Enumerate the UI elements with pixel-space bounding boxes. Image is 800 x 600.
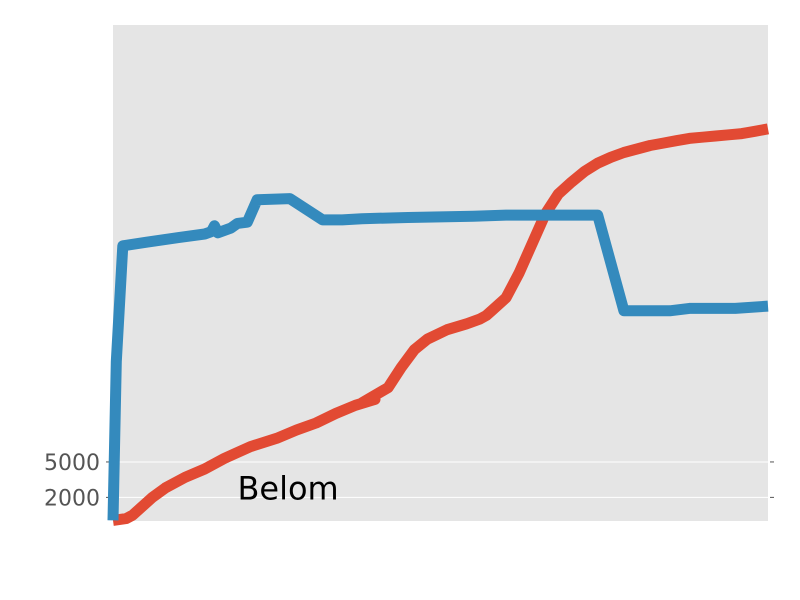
annotation-text-0: Belom [237,470,338,508]
series-line-0 [112,123,769,526]
y-tick-label-0: 2000 [44,486,100,511]
y-tick-label-1: 5000 [44,451,100,476]
plot-background [113,25,768,521]
annotation-layer: Belom [237,470,338,508]
y-axis-ticks: 2000 5000 [44,451,774,511]
series-layer [107,123,769,526]
series-line-1 [107,193,769,521]
